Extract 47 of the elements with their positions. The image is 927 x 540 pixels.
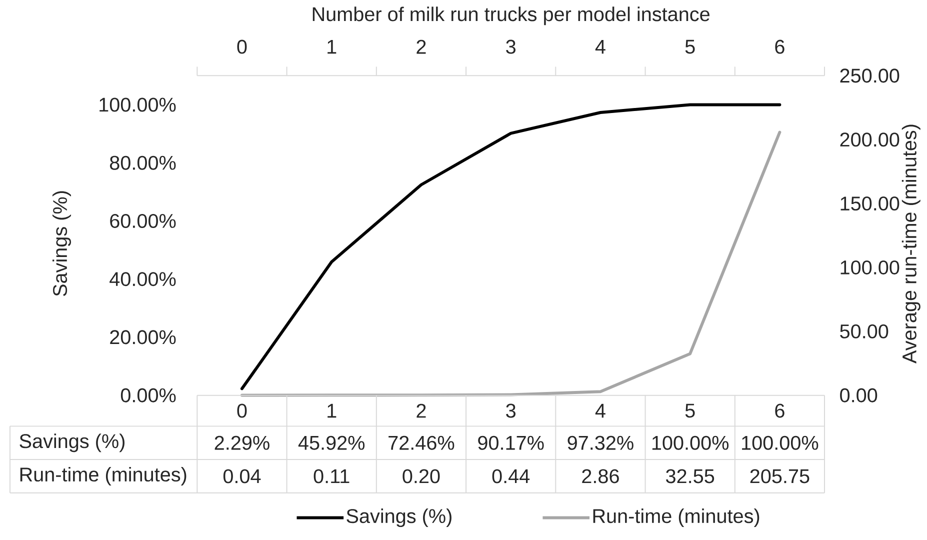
category-label: 1 xyxy=(328,40,336,54)
y2-tick-label: 150.00 xyxy=(840,196,900,211)
category-label: 2 xyxy=(416,40,426,54)
category-label: 6 xyxy=(775,40,784,54)
y2-axis-title: Average run-time (minutes) xyxy=(902,124,920,364)
y-tick-label: 0.00% xyxy=(120,388,176,402)
data-label: 100.00% xyxy=(742,436,818,450)
x-tick-label: 1 xyxy=(328,404,336,418)
x-tick-label: 3 xyxy=(506,404,516,418)
text: Run-time (minutes) xyxy=(20,467,186,486)
y2-tick-label: 100.00 xyxy=(840,260,900,275)
y2-tick-label: 200.00 xyxy=(840,132,900,147)
x-tick-label: 5 xyxy=(685,404,695,418)
data-label: 45.92% xyxy=(298,436,365,450)
data-label: 72.46% xyxy=(388,436,454,450)
data-label: 100.00% xyxy=(652,436,729,450)
y-tick-label: 60.00% xyxy=(110,214,176,228)
data-label: 32.55 xyxy=(666,469,714,484)
y2-tick-label: 0.00 xyxy=(840,388,878,402)
x-tick-label: 0 xyxy=(237,404,247,418)
category-label: 3 xyxy=(506,40,516,54)
x-tick-label: 2 xyxy=(416,404,426,418)
data-label: 0.20 xyxy=(402,469,440,484)
y2-tick-label: 250.00 xyxy=(840,68,900,83)
data-label: 0.44 xyxy=(492,469,530,484)
legend-label: Run-time (minutes) xyxy=(593,508,760,528)
y-tick-label: 80.00% xyxy=(110,156,176,170)
category-label: 4 xyxy=(595,40,606,54)
y-tick-label: 40.00% xyxy=(110,272,176,286)
x-axis-title: Number of milk run trucks per model instance xyxy=(312,6,710,26)
y-tick-label: 20.00% xyxy=(110,330,176,344)
y2-tick-label: 50.00 xyxy=(840,324,888,339)
y-axis-title: Savings (%) xyxy=(52,191,71,296)
data-label: 97.32% xyxy=(568,436,634,450)
category-label: 0 xyxy=(237,40,247,54)
data-label: 0.04 xyxy=(223,469,261,484)
x-tick-label: 4 xyxy=(595,404,606,418)
category-label: 5 xyxy=(685,40,695,54)
data-label: 2.86 xyxy=(582,469,619,484)
data-label: 2.29% xyxy=(214,436,270,450)
y-tick-label: 100.00% xyxy=(100,98,176,112)
legend-label: Savings (%) xyxy=(346,508,452,528)
data-label: 90.17% xyxy=(478,436,544,450)
text: Savings (%) xyxy=(20,434,124,452)
data-label: 205.75 xyxy=(750,469,810,484)
x-tick-label: 6 xyxy=(775,404,784,418)
data-label: 0.11 xyxy=(314,469,350,484)
